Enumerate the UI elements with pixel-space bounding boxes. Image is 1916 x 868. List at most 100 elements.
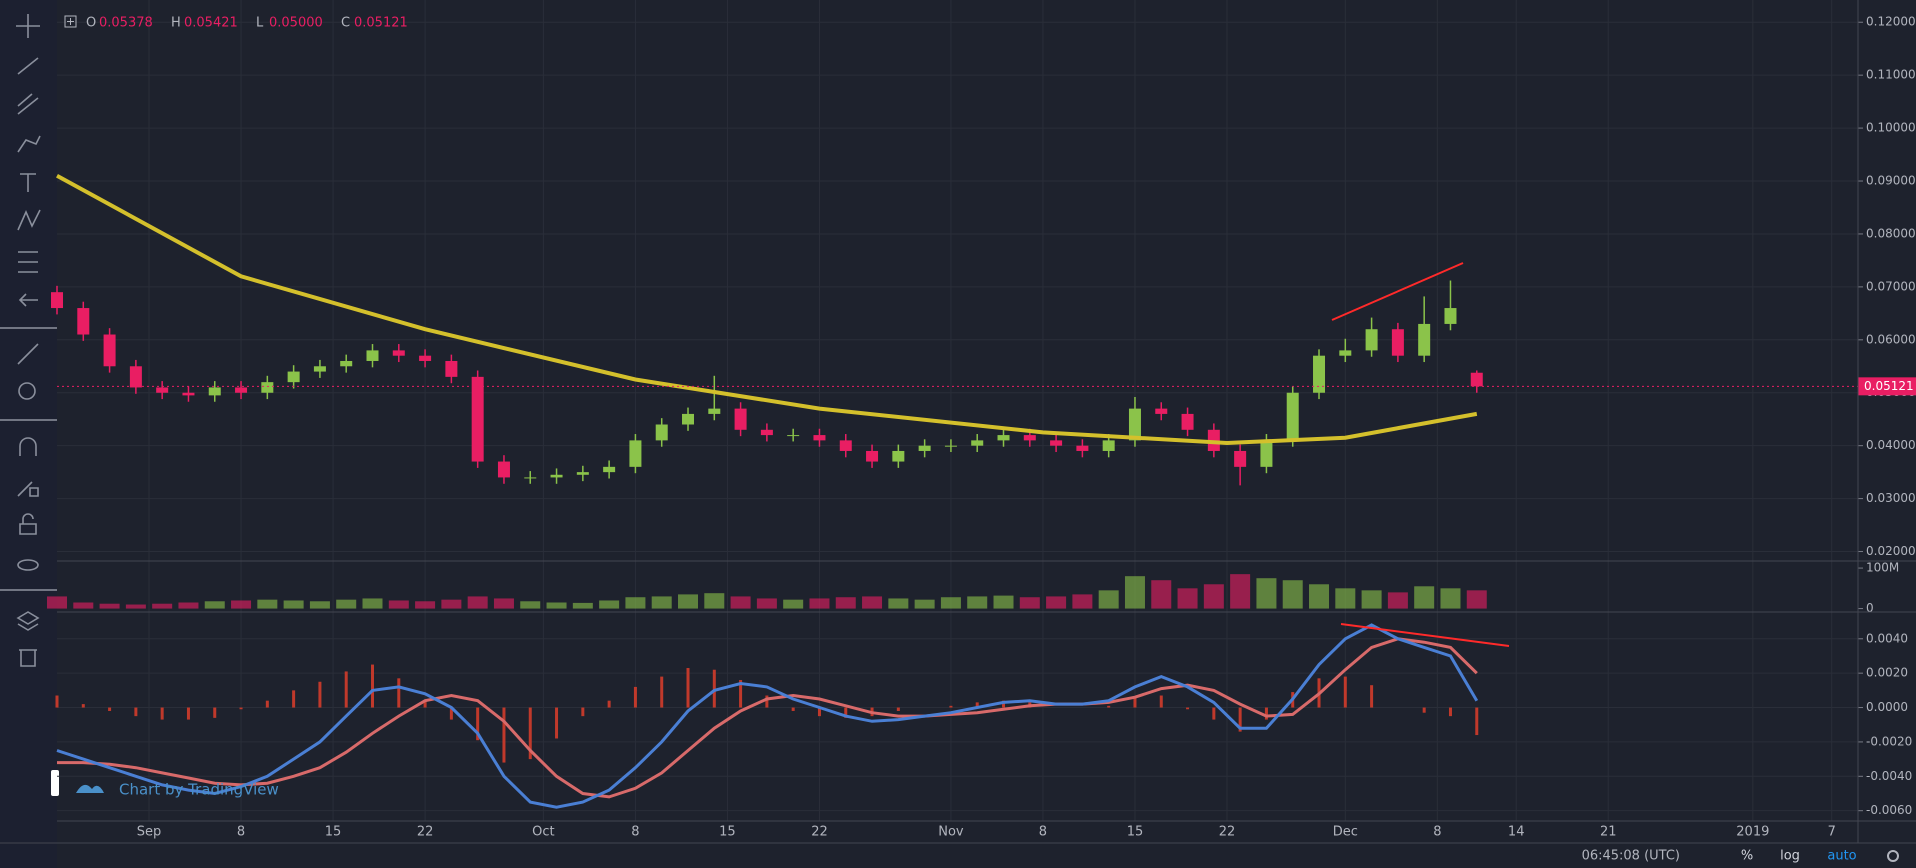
macd-histogram-bar: [581, 707, 585, 717]
x-tick-label: 2019: [1736, 825, 1769, 840]
volume-bar: [1072, 594, 1093, 609]
volume-bar: [257, 599, 278, 609]
candle-body: [892, 450, 905, 462]
lock-drawings-tool[interactable]: [17, 481, 39, 497]
crosshair-tool[interactable]: [16, 14, 40, 38]
ohlc-value: 0.05121: [354, 16, 408, 31]
candle-body: [445, 360, 458, 377]
volume-bar: [967, 596, 988, 609]
watermark[interactable]: Chart by TradingView: [119, 781, 279, 799]
macd-histogram-bar: [975, 702, 979, 708]
macd-histogram-bar: [265, 700, 269, 708]
volume-bar: [1387, 592, 1408, 609]
x-tick-label: Nov: [938, 825, 964, 840]
y-tick-label: 0.06000: [1866, 332, 1916, 346]
ohlc-key: C: [341, 16, 350, 31]
macd-histogram-bar: [817, 707, 821, 717]
macd-histogram-bar: [555, 707, 559, 739]
volume-bar: [888, 598, 909, 609]
candle-body: [51, 292, 63, 309]
macd-histogram-bar: [1186, 707, 1190, 710]
zoom-tool[interactable]: [18, 382, 36, 400]
macd-histogram-bar: [239, 707, 243, 710]
brush-tool[interactable]: [17, 135, 41, 153]
candle-body: [682, 413, 695, 425]
collapse-icon[interactable]: [64, 15, 77, 28]
macd-histogram-bar: [1422, 707, 1426, 713]
delete-tool[interactable]: [19, 649, 37, 667]
macd-histogram-bar: [160, 707, 164, 720]
volume-bar: [309, 601, 330, 609]
candle-body: [1391, 329, 1404, 356]
volume-bar: [415, 601, 436, 609]
layers-tool[interactable]: [16, 611, 40, 631]
macd-histogram-bar: [528, 707, 532, 760]
candle-body: [313, 366, 326, 372]
volume-bar: [546, 602, 567, 609]
x-tick-label: Dec: [1333, 825, 1358, 840]
candle-body: [1050, 440, 1063, 446]
x-tick-label: 15: [1127, 825, 1144, 840]
fib-tool[interactable]: [18, 251, 38, 273]
volume-bar: [625, 597, 646, 609]
visibility-tool[interactable]: [17, 559, 39, 571]
candle-body: [340, 360, 353, 367]
macd-histogram-bar: [1448, 707, 1452, 717]
pattern-tool[interactable]: [17, 209, 41, 231]
ohlc-key: L: [256, 16, 264, 31]
settings[interactable]: [1887, 850, 1899, 862]
macd-histogram-bar: [791, 707, 795, 711]
candle-body: [1286, 392, 1299, 441]
macd-histogram-bar: [344, 671, 348, 708]
volume-bar: [283, 600, 304, 609]
text-tool[interactable]: [20, 173, 36, 192]
ohlc-key: O: [86, 16, 96, 31]
y-tick-label: 0.09000: [1866, 174, 1916, 188]
volume-bar: [993, 595, 1014, 609]
volume-bar: [651, 596, 672, 609]
percent-toggle[interactable]: %: [1741, 849, 1753, 864]
trend-line[interactable]: [1340, 623, 1510, 647]
back-tool[interactable]: [18, 293, 38, 307]
y-tick-label: 0: [1866, 601, 1874, 615]
magnet-tool[interactable]: [19, 437, 37, 456]
volume-bar: [520, 601, 541, 609]
y-tick-label: -0.0040: [1866, 769, 1912, 783]
volume-bar: [1098, 590, 1119, 609]
candle-body: [156, 387, 169, 393]
y-tick-label: 0.07000: [1866, 279, 1916, 293]
volume-bar: [783, 599, 804, 609]
macd-histogram-bar: [318, 681, 322, 708]
y-tick-label: 0.10000: [1866, 121, 1916, 135]
volume-bar: [1414, 586, 1435, 609]
auto-toggle[interactable]: auto: [1827, 849, 1856, 864]
log-toggle[interactable]: log: [1780, 849, 1800, 864]
trend-line[interactable]: [1331, 262, 1464, 321]
volume-bar: [704, 593, 725, 609]
candle-body: [497, 461, 510, 478]
y-tick-label: -0.0020: [1866, 734, 1912, 748]
y-tick-label: 100M: [1866, 561, 1899, 575]
volume-bar: [1361, 590, 1382, 609]
volume-bar: [1230, 574, 1251, 609]
y-tick-label: 0.0020: [1866, 666, 1908, 680]
volume-bar: [1019, 597, 1040, 609]
channel-tool[interactable]: [17, 93, 39, 115]
candle-body: [392, 350, 405, 356]
x-tick-label: Sep: [137, 825, 162, 840]
macd-histogram-bar: [712, 669, 716, 708]
candle-body: [366, 350, 379, 361]
candle-body: [839, 440, 852, 451]
macd-histogram-bar: [686, 668, 690, 708]
lock-tool[interactable]: [19, 513, 37, 535]
line-tool[interactable]: [17, 57, 39, 75]
toolbar-toggle[interactable]: [51, 770, 59, 796]
ruler-tool[interactable]: [17, 343, 39, 365]
y-tick-label: 0.12000: [1866, 15, 1916, 29]
candle-body: [1234, 450, 1247, 467]
volume-bar: [1124, 576, 1145, 609]
x-tick-label: 15: [719, 825, 736, 840]
volume-bar: [914, 599, 935, 609]
candle-body: [550, 474, 563, 478]
